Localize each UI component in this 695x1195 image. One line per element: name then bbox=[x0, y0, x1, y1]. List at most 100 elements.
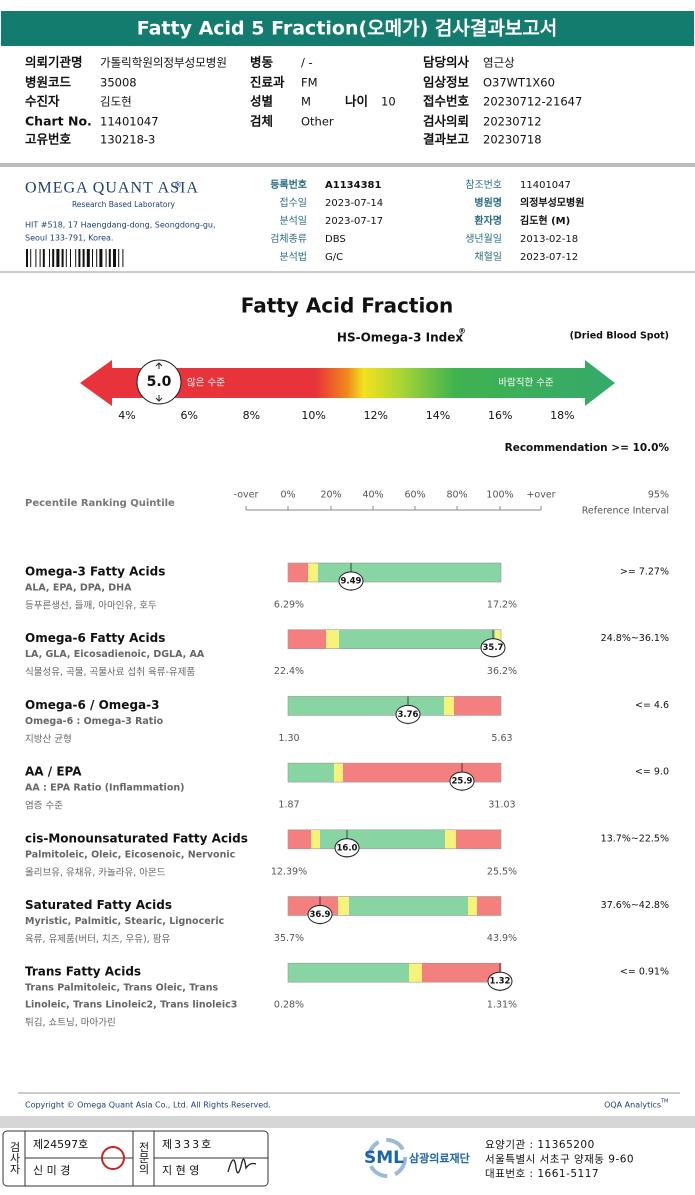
row-min: 22.4% bbox=[274, 666, 304, 677]
row-max: 1.31% bbox=[487, 1000, 517, 1011]
footer-band bbox=[0, 1116, 695, 1128]
row-max: 5.63 bbox=[491, 733, 512, 744]
lab-label: 검체종류 bbox=[270, 233, 307, 245]
range-segment bbox=[338, 896, 349, 916]
range-segment bbox=[288, 963, 409, 983]
row-detail: Trans Palmitoleic, Trans Oleic, Trans bbox=[25, 983, 218, 994]
ranking-scale-label: 60% bbox=[404, 490, 425, 501]
divider bbox=[0, 163, 695, 167]
barcode-bar bbox=[92, 249, 93, 267]
footer-brand-mark: TM bbox=[660, 1099, 668, 1105]
org-info: 서울특별시 서초구 양재동 9-60 bbox=[485, 1154, 634, 1166]
signature bbox=[227, 1158, 257, 1174]
lab-label: 채혈일 bbox=[474, 250, 502, 263]
row-min: 6.29% bbox=[274, 600, 304, 611]
range-segment bbox=[288, 563, 308, 582]
index-subtitle: HS-Omega-3 Index bbox=[337, 331, 463, 345]
lab-address: HIT #518, 17 Haengdang-dong, Seongdong-g… bbox=[25, 221, 216, 230]
field-label: 의뢰기관명 bbox=[25, 55, 83, 70]
field-label: 나이 bbox=[345, 94, 368, 109]
ranking-scale-label: 80% bbox=[446, 490, 467, 501]
org-short: SML bbox=[364, 1148, 404, 1168]
barcode-bar bbox=[39, 249, 41, 267]
field-label: 결과보고 bbox=[423, 132, 470, 147]
doctor-role: 전문의 bbox=[137, 1141, 150, 1175]
row-detail: AA : EPA Ratio (Inflammation) bbox=[25, 783, 184, 794]
org-logo bbox=[367, 1138, 407, 1178]
marker-arrows bbox=[155, 362, 163, 402]
row-detail: LA, GLA, Eicosadienoic, DGLA, AA bbox=[25, 649, 205, 660]
barcode-bar bbox=[113, 249, 116, 267]
index-low-label: 않은 수준 bbox=[187, 378, 225, 389]
row-detail: Palmitoleic, Oleic, Eicosenoic, Nervonic bbox=[25, 849, 235, 860]
barcode-bar bbox=[52, 249, 55, 267]
field-label: 검사의뢰 bbox=[423, 114, 469, 129]
row-value: 3.76 bbox=[398, 710, 419, 720]
org-info: 대표번호 : 1661-5117 bbox=[485, 1168, 599, 1180]
field-label: 병원코드 bbox=[25, 75, 72, 90]
field-label: 담당의사 bbox=[423, 55, 470, 70]
row-detail: ALA, EPA, DPA, DHA bbox=[25, 583, 132, 594]
range-segment bbox=[444, 696, 454, 716]
field-value: 130218-3 bbox=[100, 133, 155, 147]
barcode-bar bbox=[108, 249, 111, 267]
barcode-bar bbox=[75, 249, 77, 267]
footer-brand: OQA Analytics bbox=[604, 1101, 661, 1110]
row-value: 1.32 bbox=[490, 977, 511, 987]
ref-title: Reference Interval bbox=[582, 506, 669, 517]
tech-name: 신 미 경 bbox=[33, 1164, 70, 1177]
range-segment bbox=[456, 829, 501, 849]
lab-address: Seoul 133-791, Korea. bbox=[25, 234, 113, 243]
field-value: O37WT1X60 bbox=[483, 76, 555, 90]
lab-value: 의정부성모병원 bbox=[520, 196, 584, 209]
row-name: cis-Monounsaturated Fatty Acids bbox=[25, 831, 248, 845]
org-name: 삼광의료재단 bbox=[409, 1151, 470, 1165]
index-marker bbox=[136, 359, 182, 405]
row-name: Omega-6 / Omega-3 bbox=[25, 698, 159, 712]
row-reference: <= 9.0 bbox=[635, 767, 669, 778]
row-value: 35.7 bbox=[483, 643, 504, 653]
ranking-scale-label: 0% bbox=[280, 490, 295, 501]
header-bar bbox=[1, 11, 694, 46]
row-foods: 튀김, 쇼트닝, 마아가린 bbox=[25, 1017, 116, 1029]
range-segment bbox=[318, 563, 501, 582]
field-value: 김도현 bbox=[100, 95, 132, 109]
field-label: 고유번호 bbox=[25, 132, 72, 147]
barcode-bar bbox=[99, 249, 103, 267]
row-max: 25.5% bbox=[487, 866, 517, 877]
lab-value: 11401047 bbox=[520, 180, 571, 191]
lab-value: 2023-07-12 bbox=[520, 252, 578, 263]
range-bar bbox=[287, 696, 502, 716]
row-max: 31.03 bbox=[488, 800, 515, 811]
ranking-scale-label: -over bbox=[234, 490, 259, 501]
row-min: 0.28% bbox=[274, 1000, 304, 1011]
lab-label: 분석일 bbox=[279, 215, 307, 227]
barcode-bar bbox=[61, 249, 64, 267]
row-value: 36.9 bbox=[310, 910, 331, 920]
value-marker bbox=[449, 771, 475, 791]
ranking-scale-label: 40% bbox=[362, 490, 383, 501]
lab-value: 2023-07-14 bbox=[325, 198, 383, 209]
ranking-scale-label: 100% bbox=[486, 490, 513, 501]
barcode-bar bbox=[86, 249, 90, 267]
lab-label: 환자명 bbox=[474, 214, 502, 227]
lab-label: 등록번호 bbox=[270, 178, 307, 191]
range-segment bbox=[477, 896, 501, 916]
row-reference: 24.8%~36.1% bbox=[601, 633, 669, 644]
range-bar bbox=[287, 829, 502, 850]
row-value: 25.9 bbox=[452, 777, 473, 787]
range-segment bbox=[288, 763, 334, 783]
field-value: Other bbox=[301, 115, 334, 129]
ranking-scale-label: 20% bbox=[320, 490, 341, 501]
ranking-title: Pecentile Ranking Quintile bbox=[25, 498, 175, 509]
index-scale-label: 10% bbox=[301, 409, 325, 422]
index-title: Fatty Acid Fraction bbox=[241, 294, 454, 318]
value-marker bbox=[480, 638, 506, 658]
field-value: 염근상 bbox=[483, 56, 515, 70]
row-reference: <= 0.91% bbox=[620, 967, 669, 978]
ref-title: 95% bbox=[648, 490, 669, 501]
report-title: Fatty Acid 5 Fraction(오메가) 검사결과보고서 bbox=[137, 18, 558, 40]
field-value: 20230718 bbox=[483, 133, 542, 147]
field-label: 접수번호 bbox=[423, 94, 470, 109]
